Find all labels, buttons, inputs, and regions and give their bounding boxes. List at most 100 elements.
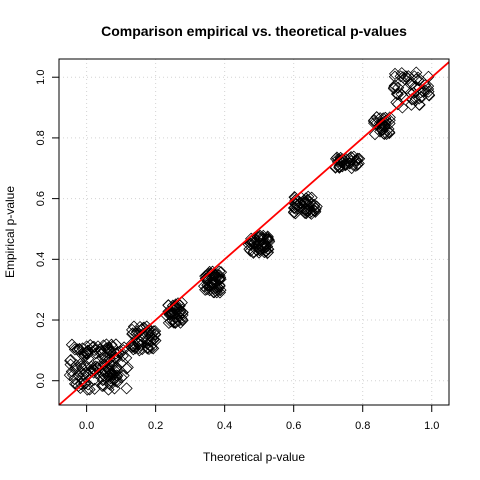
data-point xyxy=(300,202,314,215)
data-point xyxy=(104,355,117,368)
data-point xyxy=(377,120,391,133)
x-tick-label: 0.4 xyxy=(217,420,232,432)
data-point xyxy=(127,320,141,333)
data-point xyxy=(260,233,274,247)
data-point xyxy=(91,340,105,353)
data-point xyxy=(353,152,366,165)
data-point xyxy=(136,342,149,356)
x-tick-label: 0.8 xyxy=(355,420,370,432)
data-point xyxy=(297,196,310,209)
data-point xyxy=(77,374,90,387)
data-point xyxy=(387,82,400,95)
y-tick-label: 1.0 xyxy=(35,70,47,85)
data-point xyxy=(77,368,90,381)
data-point xyxy=(66,368,80,382)
x-tick-label: 0.0 xyxy=(79,420,94,432)
data-point xyxy=(174,316,187,329)
data-point xyxy=(214,284,227,297)
data-point xyxy=(404,87,417,100)
data-point xyxy=(412,74,425,87)
data-point xyxy=(345,151,358,164)
data-point xyxy=(390,87,404,101)
data-point xyxy=(408,70,421,83)
x-tick-label: 0.2 xyxy=(148,420,163,432)
data-point xyxy=(243,243,256,256)
data-point xyxy=(247,246,260,259)
reference-line xyxy=(58,61,450,406)
data-point xyxy=(291,199,304,212)
data-point xyxy=(108,373,121,386)
data-point xyxy=(368,114,381,127)
data-point xyxy=(213,286,226,299)
data-point xyxy=(310,200,323,213)
x-tick-label: 0.6 xyxy=(286,420,301,432)
data-point xyxy=(116,349,129,362)
data-point xyxy=(63,369,76,382)
reference-line-group xyxy=(58,61,450,406)
data-point xyxy=(104,374,117,387)
data-point xyxy=(214,273,227,286)
data-point xyxy=(133,320,147,334)
data-point xyxy=(80,340,93,353)
data-point xyxy=(368,128,382,141)
data-point xyxy=(68,341,81,354)
data-point xyxy=(290,193,303,206)
data-point xyxy=(96,379,109,392)
data-point xyxy=(402,70,415,83)
data-point xyxy=(398,72,411,85)
data-point xyxy=(147,325,160,338)
data-point xyxy=(130,327,143,340)
data-point xyxy=(245,237,258,250)
data-point xyxy=(92,354,105,367)
axes: 0.0 0.2 0.4 0.6 0.8 1.0 0.0 0.2 0.4 0.6 0.8 1.0 xyxy=(35,70,439,432)
data-point xyxy=(213,272,226,285)
data-point xyxy=(169,316,182,330)
data-point xyxy=(404,78,418,91)
data-point xyxy=(419,79,432,92)
data-point xyxy=(68,343,82,356)
data-point xyxy=(109,338,123,351)
data-point xyxy=(98,355,111,368)
data-point xyxy=(65,365,78,378)
data-point xyxy=(198,280,211,293)
data-point xyxy=(162,316,175,329)
data-point xyxy=(141,342,154,355)
data-point xyxy=(210,271,223,284)
data-point xyxy=(120,382,133,395)
data-point xyxy=(250,234,264,247)
data-point xyxy=(413,98,426,111)
data-point xyxy=(65,338,78,351)
data-point xyxy=(78,348,91,361)
data-point xyxy=(350,154,363,167)
data-point xyxy=(213,269,226,282)
data-point xyxy=(77,368,90,381)
data-point xyxy=(333,161,346,174)
data-point xyxy=(102,343,115,356)
data-point xyxy=(252,242,265,255)
data-point xyxy=(111,369,124,382)
data-point xyxy=(388,70,401,83)
data-point xyxy=(392,81,405,94)
data-point xyxy=(132,342,145,355)
data-point xyxy=(120,351,133,364)
data-point xyxy=(378,127,391,140)
data-point xyxy=(422,70,435,83)
x-axis-label: Theoretical p-value xyxy=(203,450,305,464)
data-point xyxy=(71,343,84,356)
data-point xyxy=(298,206,312,220)
data-point xyxy=(347,158,360,171)
data-point xyxy=(330,151,343,164)
x-tick-label: 1.0 xyxy=(424,420,439,432)
data-point xyxy=(80,370,93,384)
data-point xyxy=(76,342,89,355)
data-point xyxy=(391,88,404,101)
data-point xyxy=(199,283,212,296)
y-tick-label: 0.2 xyxy=(35,312,47,327)
y-tick-label: 0.8 xyxy=(35,130,47,145)
data-point xyxy=(413,92,426,105)
data-point xyxy=(121,361,134,374)
data-point xyxy=(115,371,128,384)
data-point xyxy=(149,328,162,341)
data-point xyxy=(254,242,267,256)
